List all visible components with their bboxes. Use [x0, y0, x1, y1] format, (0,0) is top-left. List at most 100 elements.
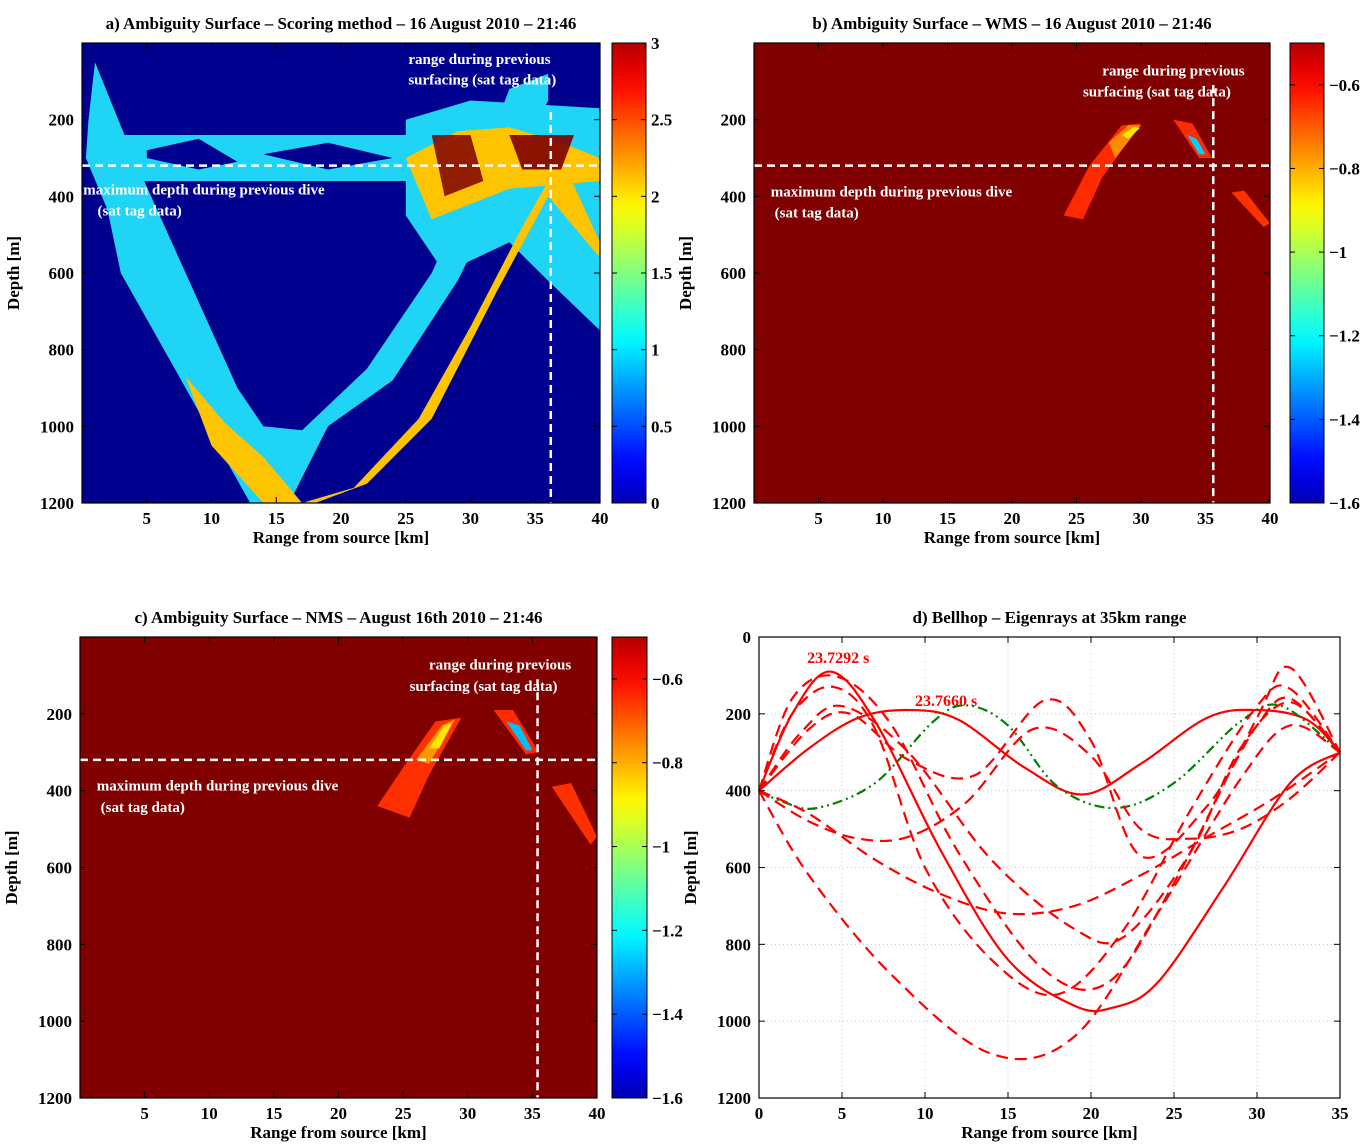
y-tick-label: 800 [49, 341, 75, 360]
x-tick-label: 25 [1068, 509, 1085, 528]
colorbar-tick-label: 0.5 [651, 417, 672, 436]
heatmap-background [80, 637, 597, 1098]
y-tick-label: 0 [743, 628, 752, 647]
x-tick-label: 40 [1262, 509, 1279, 528]
y-tick-label: 400 [49, 187, 75, 206]
y-tick-label: 200 [47, 705, 73, 724]
eigenray-4 [757, 665, 1341, 991]
x-tick-label: 20 [333, 509, 350, 528]
y-tick-label: 400 [726, 782, 752, 801]
yellow-band [185, 158, 600, 503]
x-tick-label: 30 [1133, 509, 1150, 528]
y-tick-label: 400 [721, 187, 747, 206]
y-axis-label: Depth [m] [2, 830, 21, 904]
panel-d: 23.7292 s 23.7660 s d) Bellhop – Eigenrays… [681, 608, 1349, 1142]
ambiguity-patch [506, 721, 533, 751]
range-annotation-line-1: range during previous [408, 52, 550, 68]
colorbar-tick-label: −1 [1329, 243, 1347, 262]
y-tick-label: 1200 [717, 1089, 751, 1108]
colorbar-tick-label: −1.6 [1329, 494, 1360, 513]
depth-annotation-line-1: maximum depth during previous dive [771, 184, 1013, 200]
plot-background [759, 637, 1340, 1098]
eigenray-7 [758, 696, 1341, 859]
x-tick-label: 25 [395, 1104, 412, 1123]
x-tick-label: 30 [462, 509, 479, 528]
x-tick-label: 40 [592, 509, 609, 528]
x-tick-label: 5 [140, 1104, 149, 1123]
eigenray-5 [757, 684, 1341, 997]
x-tick-label: 5 [838, 1104, 847, 1123]
x-tick-label: 15 [939, 509, 956, 528]
panel-c: range during previous surfacing (sat tag … [2, 608, 683, 1142]
range-annotation-line-1: range during previous [429, 658, 571, 674]
y-tick-label: 600 [47, 859, 73, 878]
panel-a: range during previous surfacing (sat tag … [4, 14, 672, 547]
depth-annotation-line-2: (sat tag data) [101, 800, 185, 816]
colorbar-tick-label: −0.8 [652, 754, 683, 773]
y-tick-label: 800 [47, 935, 73, 954]
colorbar-tick-label: 2.5 [651, 111, 672, 130]
x-tick-label: 10 [917, 1104, 934, 1123]
x-tick-label: 10 [875, 509, 892, 528]
y-tick-label: 600 [49, 264, 75, 283]
y-tick-label: 1000 [40, 417, 74, 436]
range-annotation-line-1: range during previous [1102, 64, 1244, 80]
range-annotation-line-2: surfacing (sat tag data) [1083, 85, 1231, 101]
x-axis-label: Range from source [km] [924, 528, 1100, 547]
x-tick-label: 35 [1332, 1104, 1349, 1123]
travel-time-label-1: 23.7292 s [807, 650, 869, 667]
x-tick-label: 0 [755, 1104, 764, 1123]
x-tick-label: 15 [1000, 1104, 1017, 1123]
colorbar-tick-label: 1.5 [651, 264, 672, 283]
y-tick-label: 1000 [38, 1012, 72, 1031]
y-axis-label: Depth [m] [676, 236, 695, 310]
x-tick-label: 15 [265, 1104, 282, 1123]
x-tick-label: 10 [201, 1104, 218, 1123]
plot-frame [79, 636, 598, 1099]
colorbar-tick-label: −1 [652, 838, 670, 857]
x-tick-label: 20 [330, 1104, 347, 1123]
x-tick-label: 20 [1083, 1104, 1100, 1123]
x-axis-label: Range from source [km] [250, 1123, 426, 1142]
ambiguity-patch [429, 723, 453, 749]
y-tick-label: 800 [721, 341, 747, 360]
red-region [431, 135, 484, 197]
y-tick-label: 1000 [717, 1012, 751, 1031]
y-tick-label: 1200 [38, 1089, 72, 1108]
colorbar-tick-label: 2 [651, 187, 660, 206]
colorbar [1289, 42, 1325, 504]
y-tick-label: 400 [47, 782, 73, 801]
eigenray-1 [757, 670, 1341, 1013]
y-tick-label: 1200 [40, 494, 74, 513]
y-tick-label: 1200 [712, 494, 746, 513]
ambiguity-patch [1187, 135, 1206, 155]
x-tick-label: 5 [143, 509, 152, 528]
eigenray-10 [758, 751, 1341, 916]
panel-b: range during previous surfacing (sat tag … [676, 14, 1360, 547]
x-tick-label: 30 [459, 1104, 476, 1123]
x-tick-label: 30 [1249, 1104, 1266, 1123]
range-annotation-line-2: surfacing (sat tag data) [410, 679, 558, 695]
ambiguity-patch [1121, 126, 1140, 139]
colorbar-tick-label: 0 [651, 494, 660, 513]
chart-title: a) Ambiguity Surface – Scoring method – … [106, 14, 577, 33]
y-tick-label: 600 [721, 264, 747, 283]
plot-frame [81, 42, 601, 504]
y-tick-label: 200 [49, 111, 75, 130]
colorbar-tick-label: −1.6 [652, 1089, 683, 1108]
x-tick-label: 35 [1197, 509, 1214, 528]
x-axis-label: Range from source [km] [961, 1123, 1137, 1142]
y-axis-label: Depth [m] [681, 830, 700, 904]
dark-gap [146, 138, 238, 170]
x-tick-label: 20 [1004, 509, 1021, 528]
y-tick-label: 800 [726, 935, 752, 954]
colorbar [611, 42, 647, 504]
x-tick-label: 35 [527, 509, 544, 528]
depth-annotation-line-2: (sat tag data) [775, 205, 859, 221]
eigenray-3 [758, 703, 1341, 810]
dark-gap [263, 142, 393, 170]
x-axis-label: Range from source [km] [253, 528, 429, 547]
colorbar-tick-label: −0.8 [1329, 159, 1360, 178]
heatmap-background [754, 43, 1270, 503]
y-tick-label: 200 [721, 111, 747, 130]
